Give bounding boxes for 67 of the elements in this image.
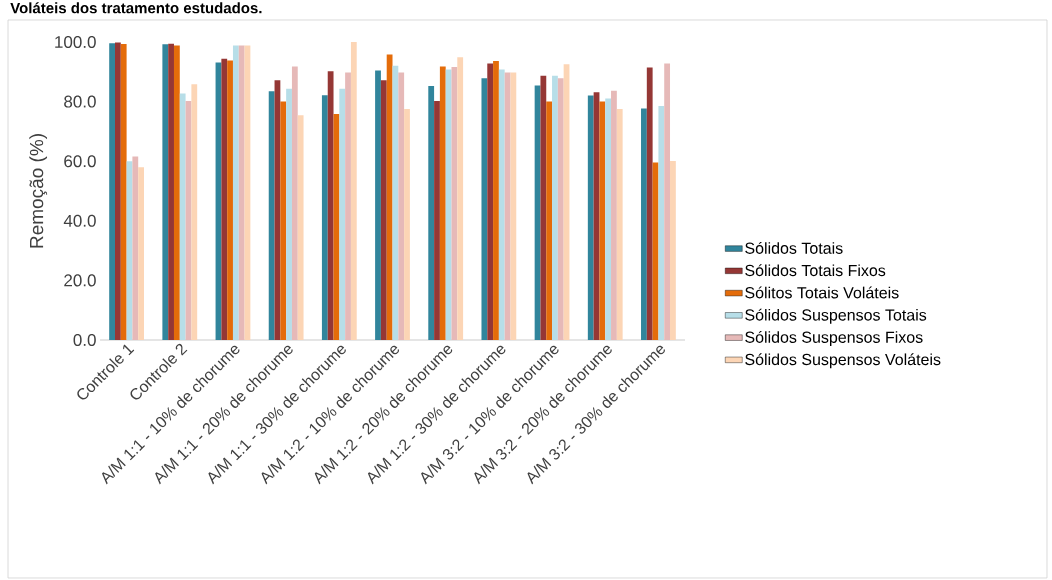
bar	[641, 108, 647, 340]
bar	[227, 60, 233, 340]
bar	[451, 67, 458, 340]
legend-label: Sólitos Totais Voláteis	[745, 286, 899, 299]
bar	[380, 80, 387, 340]
bar	[132, 156, 139, 340]
bar	[238, 45, 245, 340]
y-tick-label: 80.0	[64, 95, 96, 108]
y-tick-label: 60.0	[64, 155, 96, 168]
bar	[268, 91, 275, 340]
bar	[398, 72, 405, 340]
bar	[232, 45, 239, 340]
bar	[664, 63, 671, 340]
bar	[487, 63, 494, 340]
bar	[611, 90, 617, 340]
legend-label: Sólidos Totais	[745, 241, 843, 254]
legend-label: Sólidos Suspensos Voláteis	[745, 353, 941, 369]
legend-label: Sólidos Suspensos Totais	[745, 308, 927, 324]
bar	[439, 66, 446, 340]
bar	[493, 61, 499, 340]
bar	[120, 44, 127, 340]
bar	[616, 109, 623, 340]
bar	[658, 106, 665, 340]
y-tick-label: 40.0	[63, 214, 96, 227]
bar	[546, 101, 553, 340]
bar	[670, 160, 676, 340]
bar	[280, 101, 287, 340]
y-tick-label: 20.0	[64, 274, 96, 287]
bar	[375, 70, 381, 340]
y-tick-label: 100.0	[55, 35, 96, 49]
bar	[297, 115, 304, 340]
bar	[168, 43, 174, 340]
bar	[540, 75, 547, 340]
bar	[404, 109, 410, 340]
bar	[179, 93, 186, 340]
bar	[386, 54, 393, 340]
y-axis-title: Remoção (%)	[29, 134, 48, 248]
bar	[109, 43, 115, 340]
bar	[434, 100, 440, 340]
bar	[552, 75, 558, 340]
bar	[428, 86, 435, 340]
bar	[221, 58, 228, 340]
bar	[605, 98, 612, 340]
bar	[339, 88, 346, 340]
legend-label: Sólidos Suspensos Fixos	[745, 330, 923, 347]
y-tick-label: 0.0	[73, 333, 96, 347]
bar	[510, 72, 517, 340]
bar	[587, 95, 594, 340]
bar	[115, 42, 121, 340]
bar	[138, 167, 144, 340]
bar	[327, 71, 334, 340]
bar	[498, 69, 505, 340]
bar	[291, 66, 298, 340]
bar	[350, 41, 357, 340]
chart-title: Voláteis dos tratamento estudados.	[10, 2, 262, 14]
bar	[557, 78, 564, 340]
bar	[173, 45, 180, 340]
bar	[191, 84, 198, 340]
bar	[162, 44, 169, 340]
bar	[286, 88, 292, 340]
bar	[345, 72, 351, 340]
legend-label: Sólidos Totais Fixos	[745, 264, 886, 277]
bar	[646, 67, 653, 340]
bar	[481, 78, 488, 340]
bar	[457, 57, 464, 340]
bar	[321, 95, 328, 340]
bar	[599, 101, 606, 340]
